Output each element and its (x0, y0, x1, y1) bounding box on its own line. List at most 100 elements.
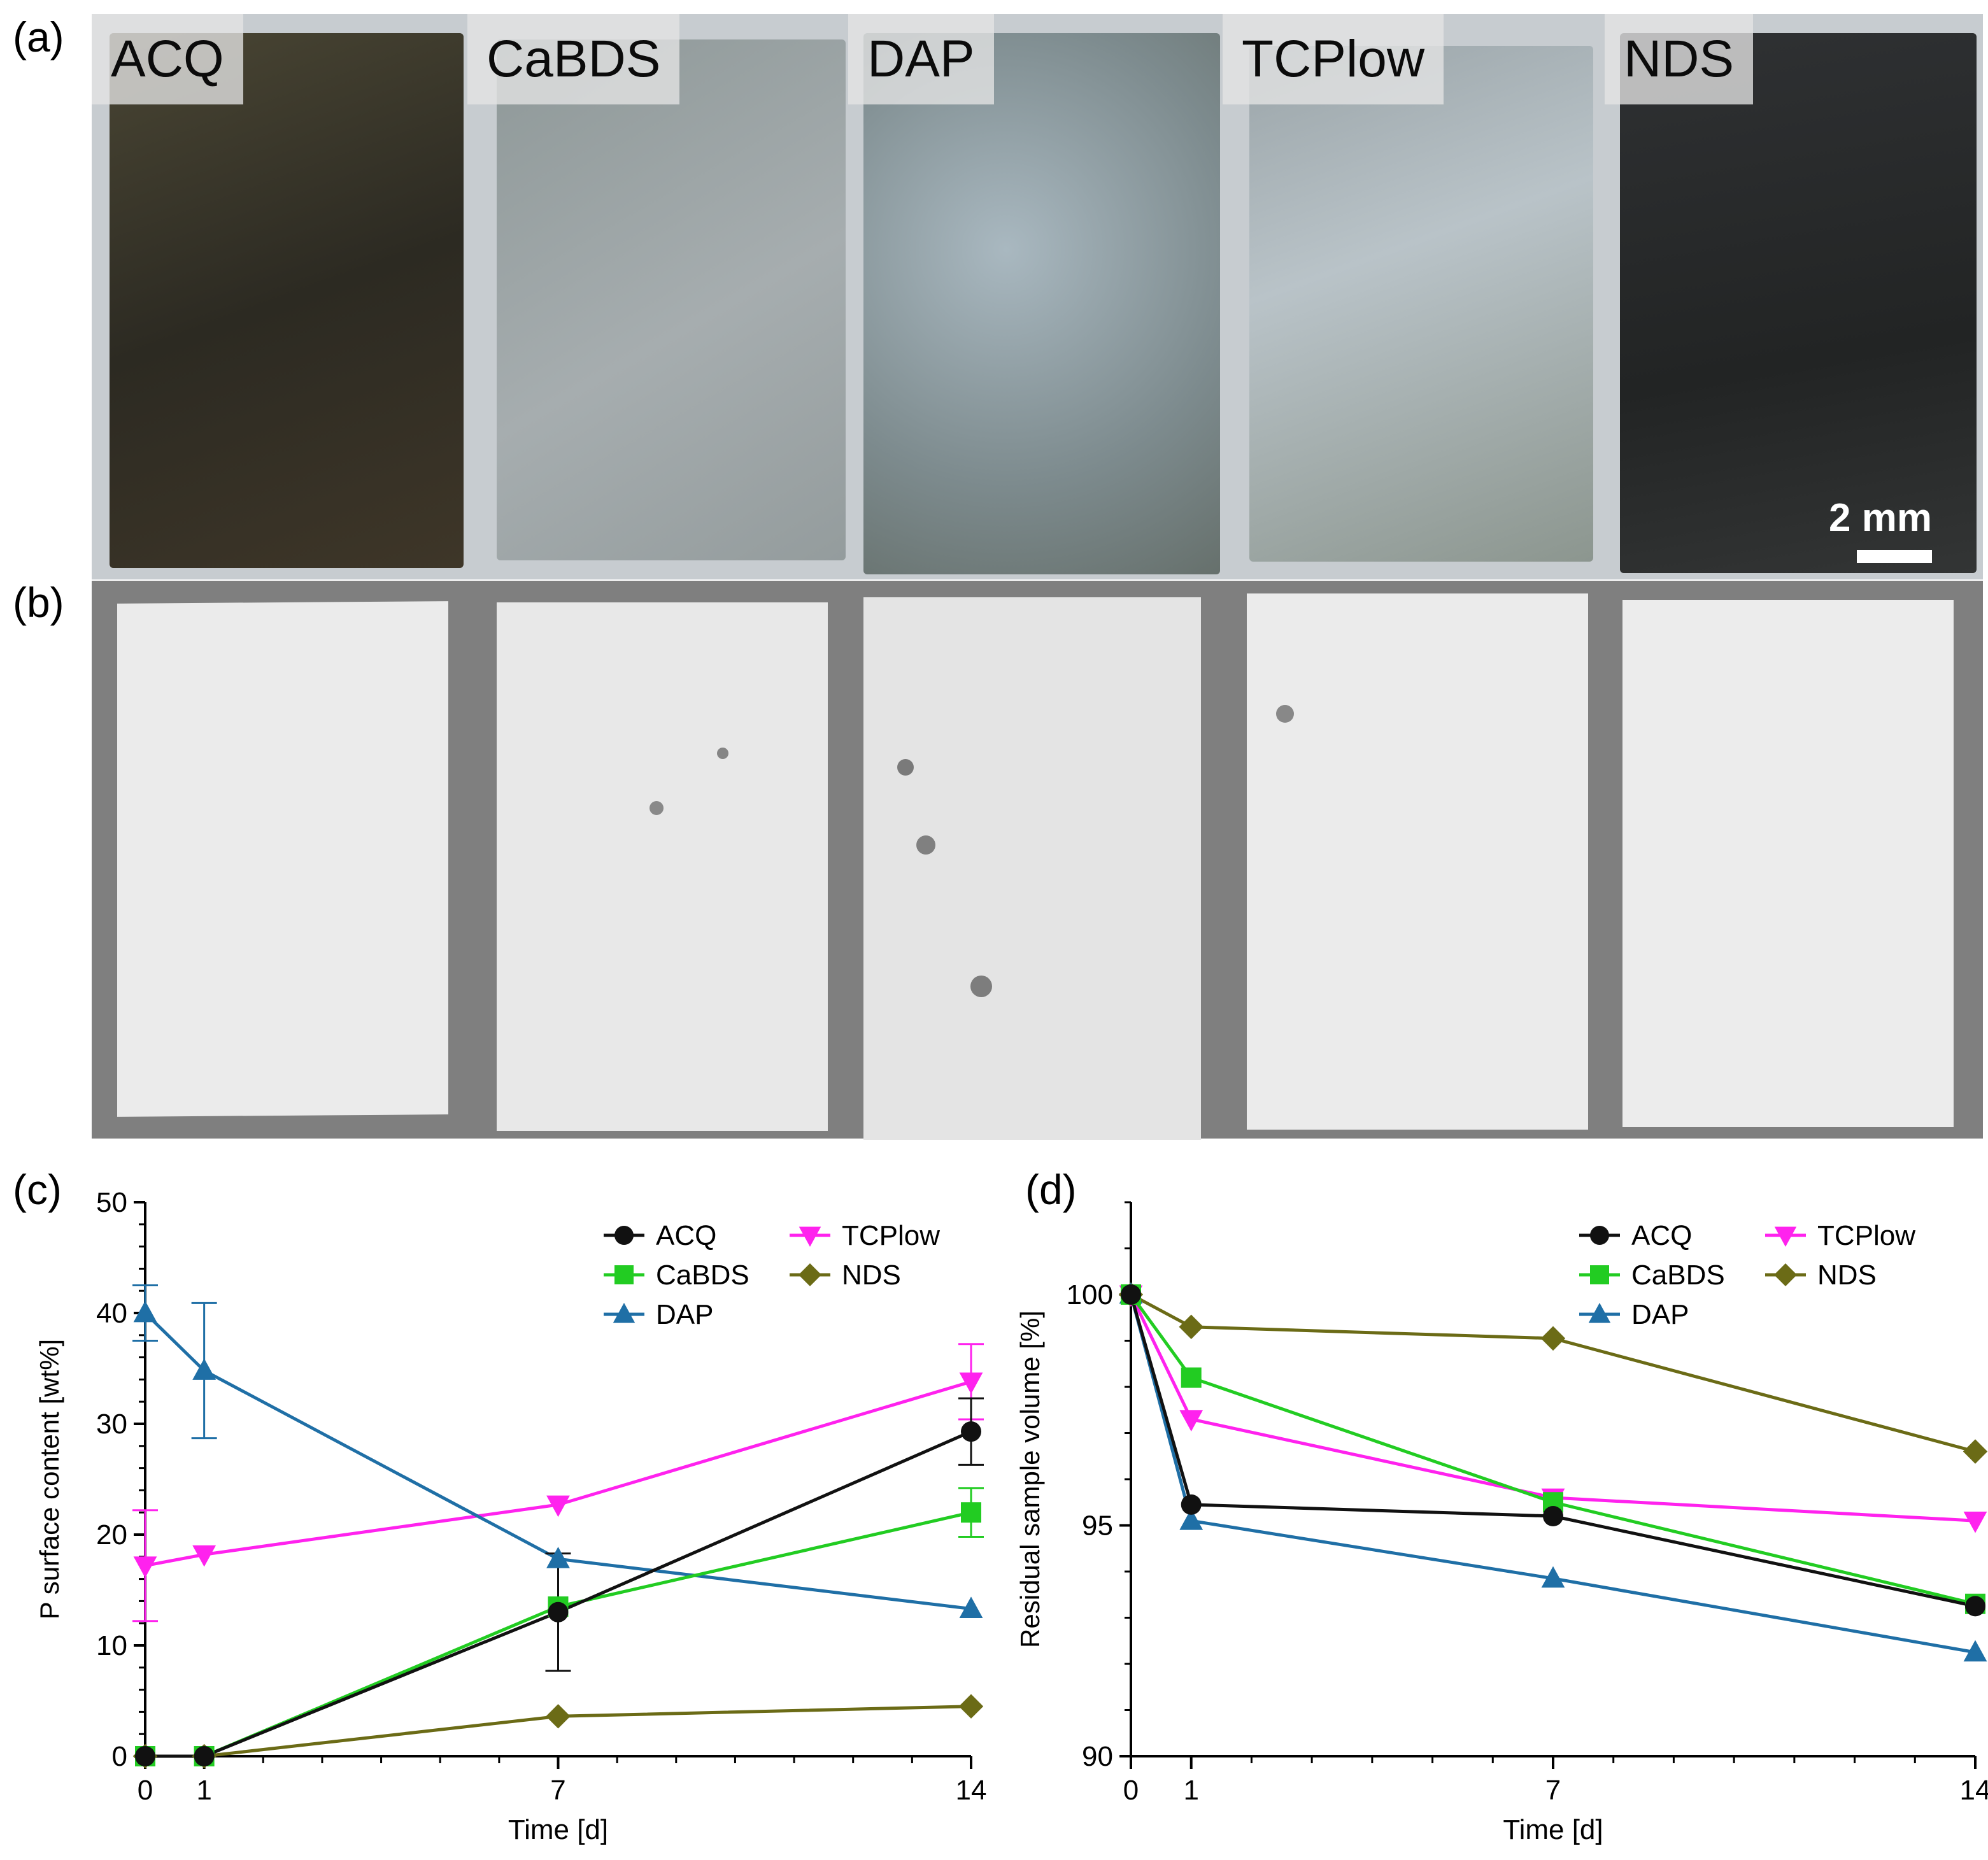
panel-label-c: (c) (13, 1166, 62, 1213)
series-line-dap (1129, 1294, 1976, 1654)
legend-marker-cabds (614, 1265, 634, 1284)
data-point-nds (1540, 1326, 1566, 1351)
legend-label-tcplow: TCPlow (842, 1220, 940, 1251)
chart-residual-volume: 90 95 100 0 1 7 14 Time [d] Residual sample volu… (1015, 1201, 1988, 1845)
data-point-tcplow (1963, 1511, 1987, 1533)
legend-label-dap: DAP (656, 1299, 713, 1330)
legend-label-acq: ACQ (656, 1220, 716, 1251)
legend-marker-acq (614, 1226, 634, 1245)
series-line-dap (144, 1312, 972, 1611)
data-point-nds (1963, 1439, 1988, 1464)
legend-marker-dap (1588, 1303, 1611, 1323)
defect-spot (897, 759, 914, 776)
ct-render-tcplow (1247, 593, 1588, 1130)
photo-strip: ACQ CaBDS DAP TCPlow NDS (92, 14, 1983, 579)
data-point-tcplow (1179, 1410, 1203, 1431)
legend-label-tcplow: TCPlow (1817, 1220, 1915, 1251)
data-point-nds (546, 1704, 571, 1729)
y-tick-label: 100 (1067, 1279, 1113, 1310)
photo-label-cabds: CaBDS (467, 14, 680, 104)
scale-bar (1857, 550, 1932, 563)
x-axis-label: Time [d] (1503, 1814, 1603, 1845)
data-point-cabds (961, 1502, 981, 1523)
legend-marker-dap (613, 1303, 635, 1323)
sample-photo-nds (1620, 33, 1977, 573)
data-point-dap (959, 1596, 983, 1618)
photo-label-dap: DAP (848, 14, 994, 104)
data-point-tcplow (133, 1556, 157, 1578)
legend-marker-tcplow (799, 1226, 821, 1247)
y-tick-label: 50 (96, 1187, 127, 1218)
series-line-tcplow (145, 1380, 972, 1568)
ct-render-dap (863, 597, 1201, 1140)
data-point-dap (1541, 1566, 1565, 1588)
photo-label-nds: NDS (1605, 14, 1754, 104)
data-point-tcplow (959, 1372, 983, 1395)
data-point-cabds (1181, 1367, 1202, 1388)
x-tick-label: 0 (1123, 1775, 1139, 1806)
chart-p-surface-content: 0 10 20 30 40 50 0 1 7 14 Time [d] P surface conten… (34, 1187, 987, 1845)
legend-label-nds: NDS (1817, 1260, 1877, 1291)
y-axis-label: Residual sample volume [%] (1015, 1310, 1045, 1648)
data-point-acq (961, 1421, 981, 1442)
data-point-dap (133, 1300, 157, 1323)
sample-photo-acq (110, 33, 464, 568)
ct-render-strip (92, 581, 1983, 1140)
x-tick-label: 1 (1183, 1775, 1198, 1806)
x-axis-label: Time [d] (508, 1814, 608, 1845)
data-point-tcplow (546, 1495, 570, 1517)
legend-label-cabds: CaBDS (656, 1260, 749, 1291)
ct-render-acq (117, 601, 448, 1117)
x-tick-label: 14 (956, 1775, 987, 1806)
sample-photo-cabds (497, 39, 846, 560)
legend-marker-nds (1774, 1263, 1797, 1286)
photo-label-acq: ACQ (92, 14, 243, 104)
data-point-acq (194, 1746, 215, 1766)
data-point-nds (958, 1694, 984, 1719)
y-axis-label: P surface content [wt%] (34, 1339, 64, 1619)
y-tick-label: 90 (1082, 1741, 1113, 1772)
defect-spot (717, 748, 728, 759)
ct-render-cabds (497, 602, 828, 1131)
y-tick-label: 10 (96, 1630, 127, 1661)
y-tick-label: 40 (96, 1298, 127, 1329)
sample-photo-tcplow (1249, 46, 1593, 562)
series-line-cabds (1129, 1293, 1976, 1606)
panel-label-d: (d) (1025, 1166, 1077, 1213)
legend-label-acq: ACQ (1631, 1220, 1692, 1251)
legend-marker-acq (1590, 1226, 1609, 1245)
data-point-nds (1179, 1314, 1203, 1339)
series-line-acq (145, 1430, 972, 1758)
y-tick-label: 20 (96, 1519, 127, 1551)
series-line-nds (1130, 1293, 1976, 1453)
panel-label-a: (a) (13, 13, 64, 60)
defect-spot (916, 835, 935, 855)
data-point-dap (1179, 1509, 1203, 1530)
y-tick-label: 30 (96, 1409, 127, 1440)
defect-spot (650, 801, 664, 815)
legend-marker-cabds (1590, 1265, 1609, 1284)
legend-marker-tcplow (1774, 1226, 1797, 1247)
x-tick-label: 7 (1545, 1775, 1561, 1806)
panel-label-b: (b) (13, 579, 64, 626)
y-tick-label: 0 (112, 1741, 127, 1772)
data-point-acq (1543, 1506, 1563, 1526)
x-tick-label: 1 (196, 1775, 211, 1806)
defect-spot (1276, 705, 1294, 723)
legend-label-dap: DAP (1631, 1299, 1689, 1330)
data-point-dap (1963, 1640, 1987, 1662)
series-line-tcplow (1129, 1293, 1976, 1523)
data-point-dap (546, 1547, 570, 1568)
x-tick-label: 7 (550, 1775, 565, 1806)
sample-photo-dap (863, 33, 1220, 574)
y-tick-label: 95 (1082, 1510, 1113, 1542)
legend-label-cabds: CaBDS (1631, 1260, 1725, 1291)
data-point-dap (192, 1358, 217, 1380)
defect-spot (970, 976, 992, 997)
data-point-acq (548, 1601, 569, 1622)
x-tick-label: 0 (138, 1775, 153, 1806)
data-point-acq (1965, 1596, 1985, 1617)
ct-render-nds (1622, 600, 1954, 1127)
legend-marker-nds (799, 1263, 821, 1286)
series-line-acq (1129, 1294, 1976, 1608)
